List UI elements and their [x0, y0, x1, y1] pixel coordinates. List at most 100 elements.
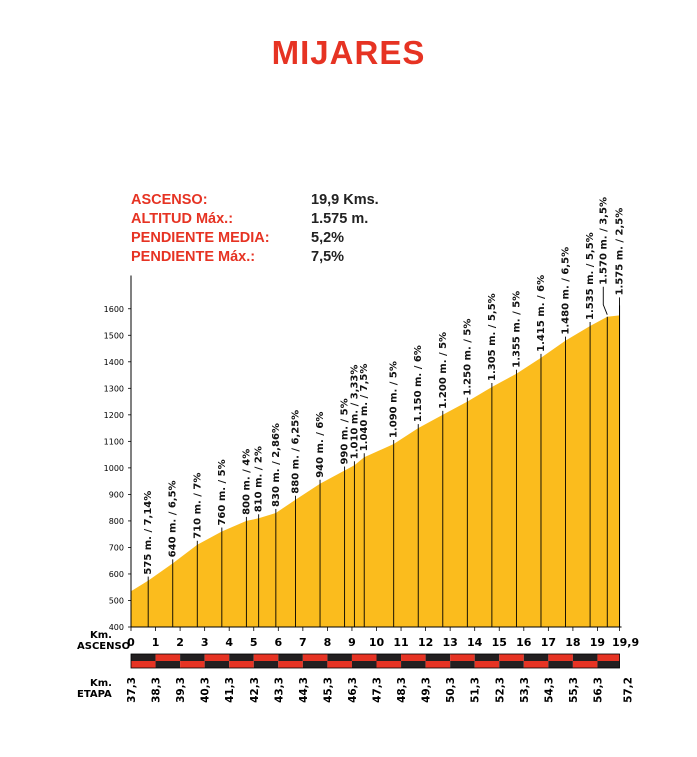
etapa-tick-label: 42,3 [249, 677, 261, 703]
km-bar-segment [229, 654, 254, 661]
km-bar-segment [376, 654, 402, 661]
info-value: 1.575 m. [311, 211, 369, 227]
marker-label: 1.090 m. / 5% [389, 361, 400, 438]
marker-label: 1.010 m. / 3,33% [349, 365, 360, 460]
y-tick-label: 1200 [104, 411, 124, 420]
km-bar-segment [376, 661, 402, 668]
y-tick-label: 1500 [104, 331, 124, 340]
x-tick-label: 15 [492, 636, 507, 649]
km-bar-segment [155, 661, 181, 668]
km-bar-segment [548, 654, 573, 661]
x-tick-label: 0 [127, 636, 135, 649]
etapa-tick-label: 44,3 [298, 677, 310, 703]
km-bar-segment [450, 654, 475, 661]
x-tick-label: 10 [369, 636, 385, 649]
x-tick-label: 7 [299, 636, 307, 649]
leader-line [602, 286, 608, 315]
etapa-tick-label: 47,3 [372, 677, 384, 703]
info-label: ASCENSO: [131, 192, 208, 208]
marker-label: 1.305 m. / 5,5% [487, 293, 498, 381]
chart-title: MIJARES [271, 34, 426, 71]
x-tick-label: 17 [541, 636, 556, 649]
etapa-tick-label: 57,2 [623, 677, 635, 703]
y-tick-label: 1100 [104, 437, 124, 446]
etapa-tick-label: 48,3 [396, 677, 408, 703]
km-bar-segment [155, 654, 181, 661]
km-bar-segment [131, 661, 156, 668]
km-bar-segment [131, 654, 156, 661]
x-tick-label: 9 [348, 636, 356, 649]
marker-label: 710 m. / 7% [192, 473, 203, 539]
marker-label: 575 m. / 7,14% [143, 491, 154, 575]
marker-label: 990 m. / 5% [340, 398, 351, 464]
info-value: 7,5% [311, 249, 345, 265]
km-bar-segment [180, 654, 205, 661]
km-bar-segment [302, 654, 328, 661]
marker-label: 760 m. / 5% [217, 459, 228, 525]
marker-label: 810 m. / 2% [254, 446, 265, 512]
km-bar-segment [180, 661, 205, 668]
km-bar-segment [572, 661, 598, 668]
etapa-tick-label: 38,3 [151, 677, 163, 703]
km-bar-segment [450, 661, 475, 668]
km-bar-segment [474, 654, 500, 661]
km-bar-segment [597, 654, 620, 661]
y-tick-label: 1300 [104, 384, 124, 393]
km-bar-segment [229, 661, 254, 668]
marker-label: 1.570 m. / 3,5% [598, 197, 609, 285]
km-bar-segment [327, 661, 352, 668]
x-tick-label: 14 [467, 636, 483, 649]
y-tick-label: 700 [109, 543, 124, 552]
km-bar-segment [253, 661, 279, 668]
x-tick-label: 19,9 [612, 636, 639, 649]
y-tick-label: 1000 [104, 464, 124, 473]
km-bar-segment [499, 654, 524, 661]
km-bar-segment [425, 661, 451, 668]
y-tick-label: 1400 [104, 358, 124, 367]
etapa-tick-label: 37,3 [126, 677, 138, 703]
x-tick-label: 13 [442, 636, 457, 649]
y-tick-label: 600 [109, 570, 124, 579]
marker-label: 880 m. / 6,25% [290, 410, 301, 494]
etapa-tick-label: 56,3 [592, 677, 604, 703]
etapa-tick-label: 45,3 [322, 677, 334, 703]
km-bar-segment [351, 661, 377, 668]
marker-label: 1.415 m. / 6% [536, 275, 547, 352]
etapa-tick-label: 53,3 [519, 677, 531, 703]
km-bar-segment [401, 661, 426, 668]
km-bar-segment [278, 661, 303, 668]
km-bar-segment [572, 654, 598, 661]
etapa-tick-label: 41,3 [224, 677, 236, 703]
info-label: PENDIENTE Máx.: [131, 249, 256, 265]
km-bar-segment [278, 654, 303, 661]
x-tick-label: 11 [393, 636, 408, 649]
km-bar-segment [253, 654, 279, 661]
x-tick-label: 5 [250, 636, 258, 649]
km-bar-segment [425, 654, 451, 661]
x-tick-label: 12 [418, 636, 433, 649]
marker-label: 1.200 m. / 5% [438, 332, 449, 409]
marker-label: 1.535 m. / 5,5% [585, 232, 596, 320]
etapa-tick-label: 43,3 [273, 677, 285, 703]
marker-label: 1.150 m. / 6% [413, 345, 424, 422]
km-bar-segment [204, 654, 230, 661]
etapa-label: Km. [90, 678, 112, 689]
y-tick-label: 400 [109, 623, 124, 632]
km-bar-segment [499, 661, 524, 668]
x-tick-label: 18 [565, 636, 580, 649]
y-tick-label: 800 [109, 517, 124, 526]
km-bar-segment [597, 661, 620, 668]
info-value: 19,9 Kms. [311, 192, 379, 208]
marker-label: 1.480 m. / 6,5% [561, 247, 572, 335]
km-bar-segment [523, 654, 549, 661]
etapa-tick-label: 55,3 [568, 677, 580, 703]
marker-label: 640 m. / 6,5% [168, 480, 179, 557]
km-bar-segment [474, 661, 500, 668]
km-bar-outline [130, 653, 620, 669]
x-tick-label: 1 [152, 636, 160, 649]
x-tick-label: 4 [225, 636, 233, 649]
x-axis-label: Km. [90, 630, 112, 641]
x-tick-label: 6 [274, 636, 282, 649]
y-tick-label: 500 [109, 596, 124, 605]
